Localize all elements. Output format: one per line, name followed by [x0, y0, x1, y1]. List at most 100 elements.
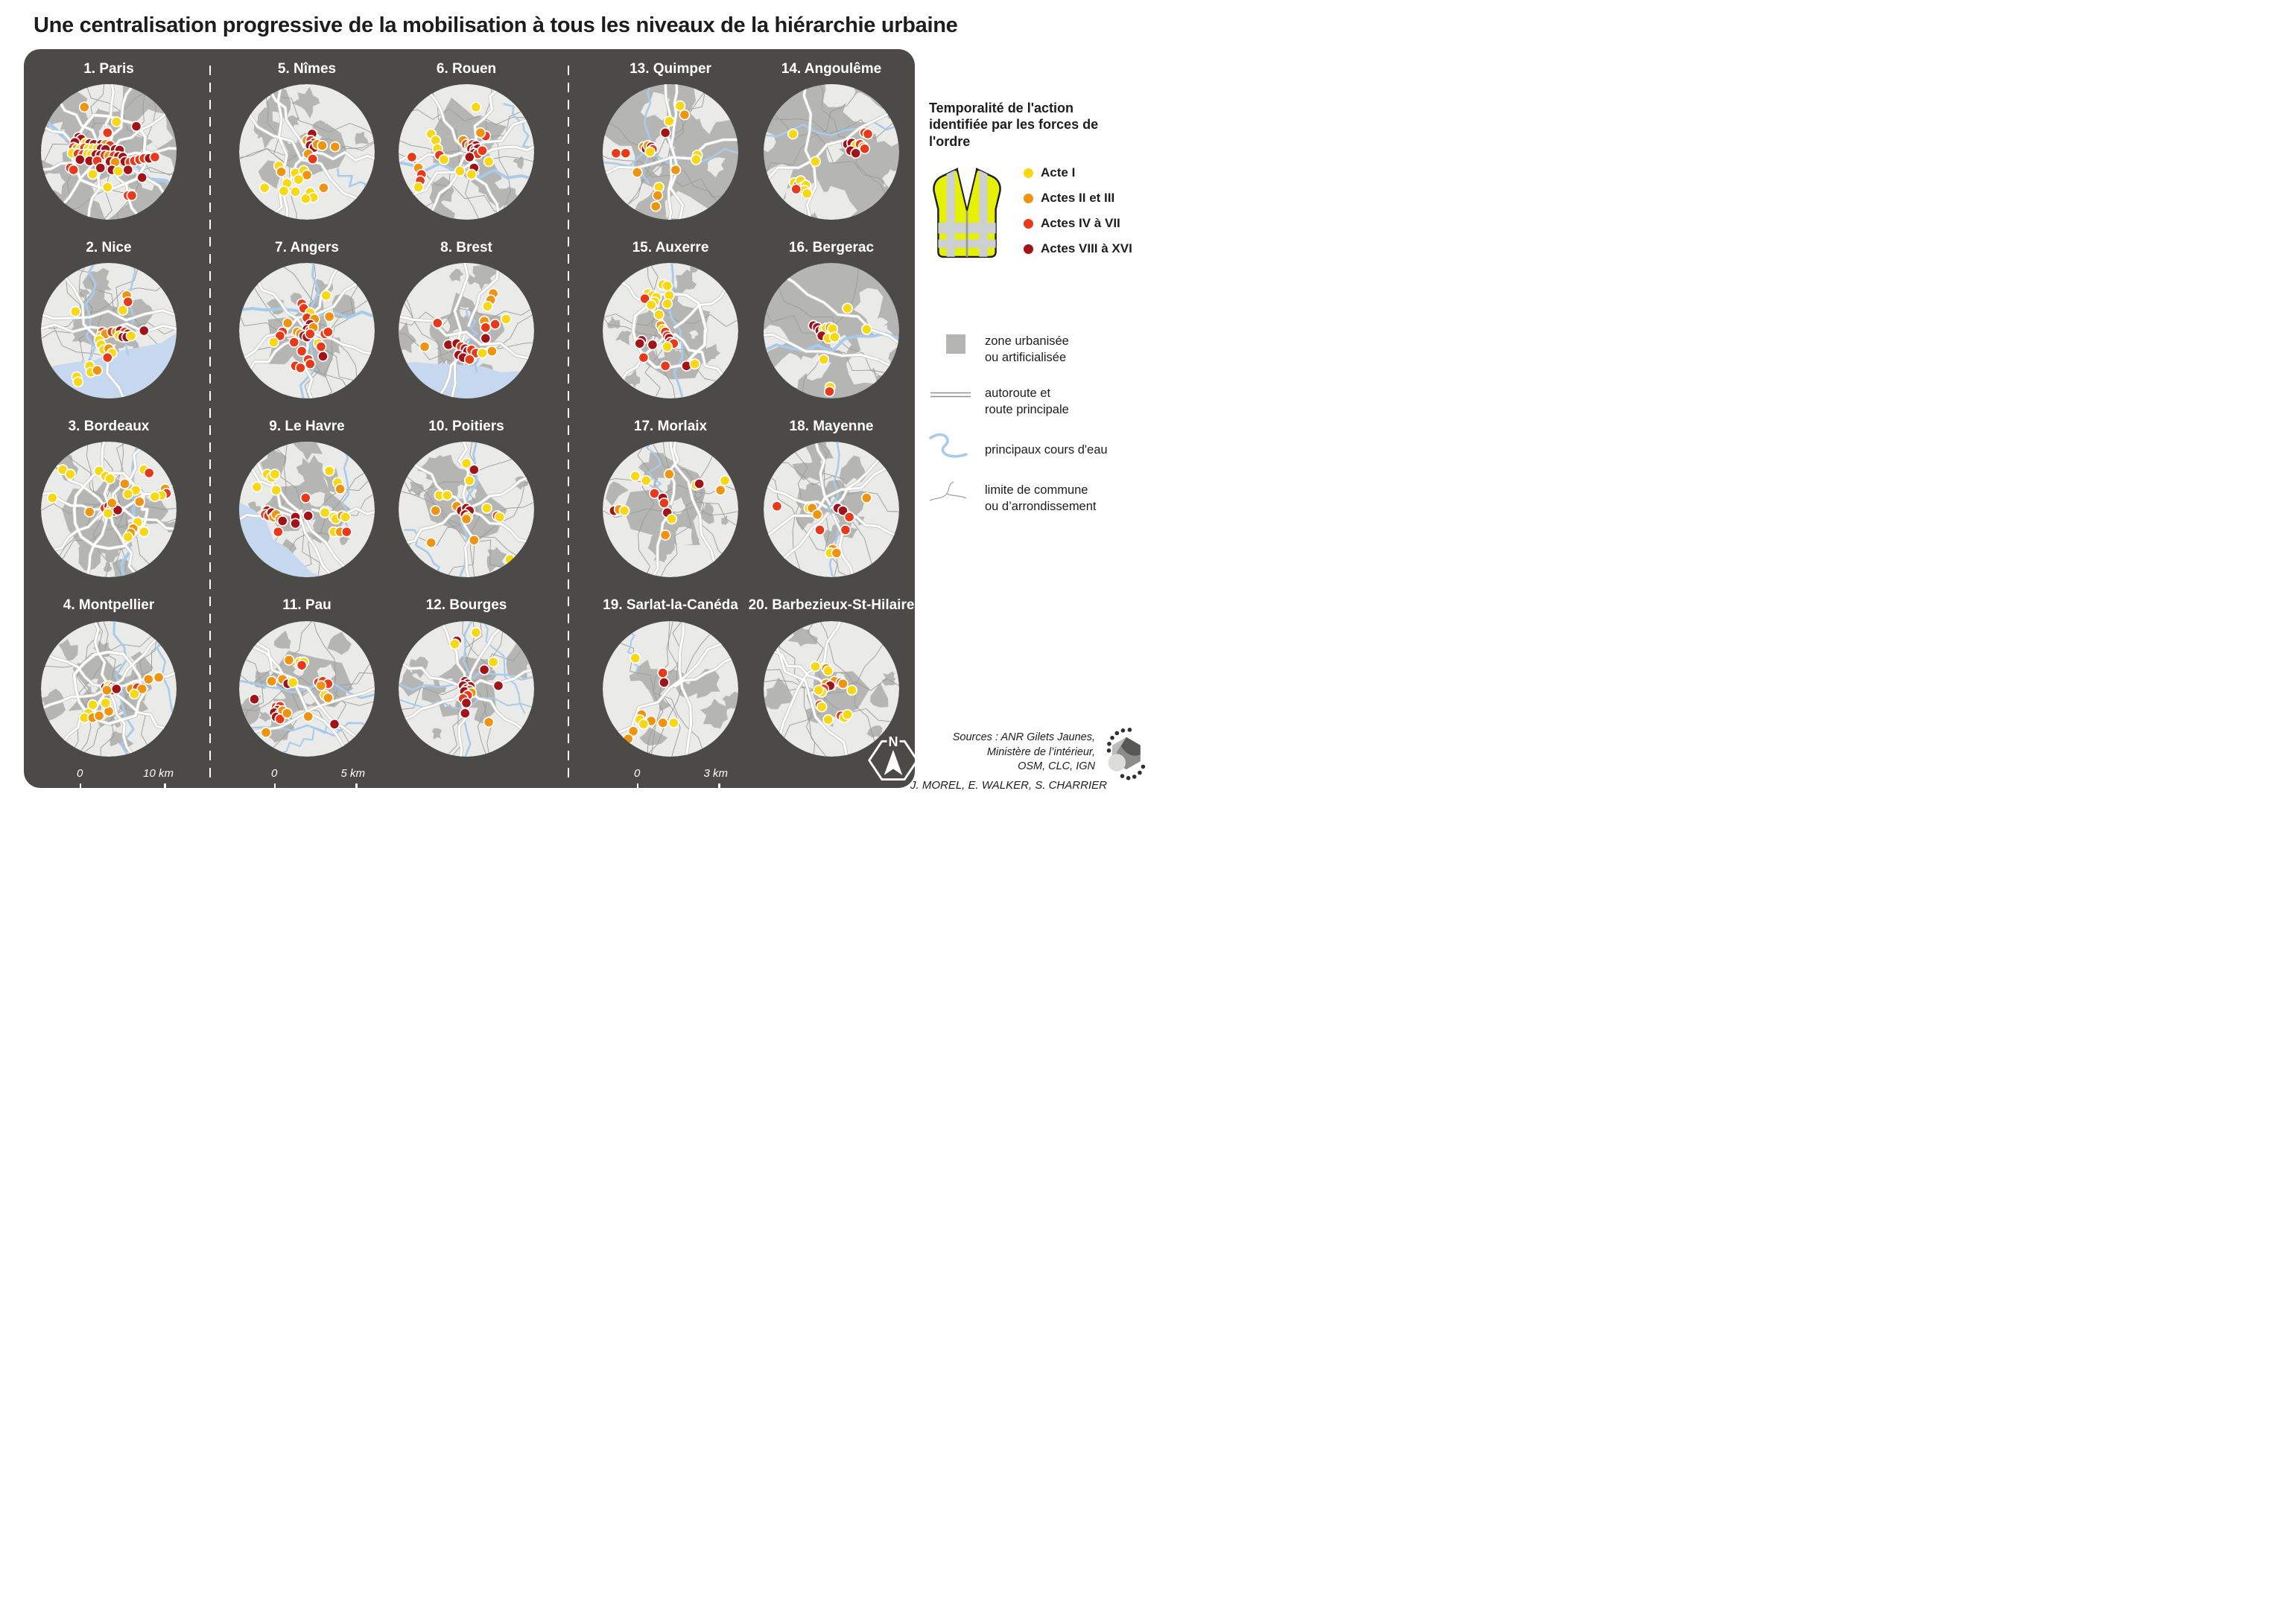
- city-map-6: [399, 84, 534, 220]
- scalebar-zero: 0: [77, 767, 83, 780]
- city-map-14: [764, 84, 899, 220]
- scalebar-distance: 3 km: [703, 767, 728, 780]
- city-inset-2: [40, 262, 177, 403]
- scalebar-distance: 10 km: [143, 767, 174, 780]
- city-label-2: 2. Nice: [86, 240, 132, 255]
- scalebar-5km: 0 5 km: [271, 767, 365, 792]
- scalebar-3km: 0 3 km: [634, 767, 728, 792]
- acte1-color-dot: [1024, 168, 1033, 178]
- city-map-5: [239, 84, 375, 220]
- actes2-3-color-dot: [1024, 193, 1033, 203]
- infographic-page: Une centralisation progressive de la mob…: [0, 0, 1148, 800]
- city-label-14: 14. Angoulême: [781, 61, 882, 77]
- urban-zone-label: zone urbanisée ou artificialisée: [985, 334, 1069, 364]
- city-label-11: 11. Pau: [282, 597, 332, 613]
- city-label-17: 17. Morlaix: [633, 419, 708, 434]
- map-grid: 1. Paris 2. Nice 3. Bordeaux 4. Montpellier…: [0, 0, 1148, 800]
- city-inset-13: [602, 83, 739, 224]
- city-map-17: [603, 442, 738, 577]
- city-inset-16: [763, 262, 900, 403]
- city-map-19: [603, 621, 738, 757]
- city-inset-8: [398, 262, 535, 403]
- city-label-4: 4. Montpellier: [63, 597, 155, 613]
- column-divider: [568, 66, 569, 782]
- city-map-2: [41, 263, 177, 398]
- yellow-vest-icon: [933, 168, 1001, 258]
- city-label-10: 10. Poitiers: [428, 419, 504, 434]
- city-map-20: [764, 621, 899, 757]
- legend-item-acte-1: Acte I: [1024, 165, 1075, 180]
- actes8-16-color-dot: [1024, 244, 1033, 254]
- city-label-9: 9. Le Havre: [269, 419, 345, 434]
- scalebar-bar: [637, 783, 720, 791]
- hexagon-logo: [1106, 728, 1146, 781]
- city-map-11: [239, 621, 375, 757]
- scalebar-10km: 0 10 km: [77, 767, 174, 792]
- column-divider: [209, 66, 211, 782]
- city-label-16: 16. Bergerac: [788, 240, 875, 255]
- city-label-5: 5. Nîmes: [277, 61, 337, 77]
- city-inset-3: [40, 441, 177, 582]
- city-inset-6: [398, 83, 535, 224]
- city-label-3: 3. Bordeaux: [68, 419, 150, 434]
- north-label: N: [888, 734, 898, 749]
- city-map-15: [603, 263, 738, 398]
- city-inset-20: [763, 620, 900, 761]
- city-inset-17: [602, 441, 739, 582]
- page-title: Une centralisation progressive de la mob…: [34, 13, 958, 37]
- road-label: autoroute et route principale: [985, 387, 1069, 416]
- authors-credit: J. MOREL, E. WALKER, S. CHARRIER: [910, 779, 1107, 792]
- city-inset-9: [238, 441, 375, 582]
- city-label-18: 18. Mayenne: [789, 419, 874, 434]
- city-map-7: [239, 263, 375, 398]
- city-map-1: [41, 84, 177, 220]
- boundary-label: limite de commune ou d’arrondissement: [985, 483, 1097, 513]
- city-inset-14: [763, 83, 900, 224]
- city-label-12: 12. Bourges: [425, 597, 507, 613]
- city-inset-12: [398, 620, 535, 761]
- legend-title: Temporalité de l'action identifiée par l…: [929, 101, 1099, 149]
- actes4-7-color-dot: [1024, 218, 1033, 229]
- city-inset-7: [238, 262, 375, 403]
- city-map-9: [239, 442, 375, 577]
- scalebar-bar: [274, 783, 358, 791]
- city-map-12: [399, 621, 534, 757]
- city-label-13: 13. Quimper: [630, 61, 711, 77]
- city-map-16: [764, 263, 899, 398]
- scalebar-zero: 0: [271, 767, 278, 780]
- city-label-19: 19. Sarlat-la-Canéda: [603, 597, 738, 613]
- city-map-18: [764, 442, 899, 577]
- city-inset-11: [238, 620, 375, 761]
- scalebar-zero: 0: [634, 767, 641, 780]
- city-label-15: 15. Auxerre: [632, 240, 709, 255]
- city-map-10: [399, 442, 534, 577]
- scalebar-bar: [80, 783, 166, 791]
- north-arrow-icon: N: [868, 734, 919, 781]
- river-symbol-icon: [929, 433, 968, 458]
- city-map-4: [41, 621, 177, 757]
- city-inset-15: [602, 262, 739, 403]
- city-label-1: 1. Paris: [83, 61, 134, 77]
- city-inset-5: [238, 83, 375, 224]
- city-inset-1: [40, 83, 177, 224]
- scalebar-distance: 5 km: [340, 767, 365, 780]
- sources-note: Sources : ANR Gilets Jaunes, Ministère d…: [952, 731, 1095, 773]
- city-map-13: [603, 84, 738, 220]
- city-inset-19: [602, 620, 739, 761]
- legend-item-actes-4-7: Actes IV à VII: [1024, 216, 1120, 231]
- urban-zone-swatch: [946, 334, 965, 354]
- road-symbol-icon: [930, 392, 971, 398]
- city-inset-18: [763, 441, 900, 582]
- city-label-20: 20. Barbezieux-St-Hilaire: [748, 597, 915, 613]
- legend-item-actes-2-3: Actes II et III: [1024, 191, 1114, 206]
- city-inset-10: [398, 441, 535, 582]
- boundary-symbol-icon: [929, 481, 967, 501]
- city-label-6: 6. Rouen: [436, 61, 497, 77]
- city-label-7: 7. Angers: [275, 240, 339, 255]
- city-inset-4: [40, 620, 177, 761]
- city-map-8: [399, 263, 534, 398]
- city-label-8: 8. Brest: [440, 240, 492, 255]
- river-label: principaux cours d'eau: [985, 443, 1108, 457]
- legend-item-actes-8-16: Actes VIII à XVI: [1024, 241, 1132, 256]
- city-map-3: [41, 442, 177, 577]
